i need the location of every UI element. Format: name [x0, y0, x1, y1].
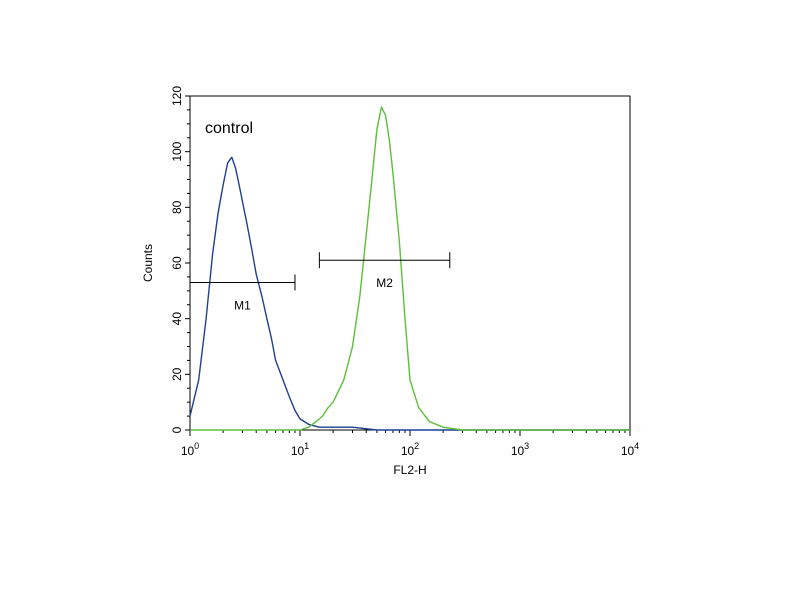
y-tick-label: 0: [170, 426, 184, 433]
y-tick-label: 60: [170, 256, 184, 270]
y-axis-ticks: 0 20 40 60 80 100 120: [170, 86, 190, 433]
y-tick-label: 80: [170, 200, 184, 214]
marker-label: M2: [376, 276, 393, 290]
x-axis-label: FL2-H: [393, 463, 426, 477]
series-layer: [189, 106, 630, 431]
y-tick-label: 100: [170, 141, 184, 161]
x-tick-label: 101: [291, 441, 309, 458]
marker-label: M1: [234, 298, 251, 312]
x-tick-label: 103: [511, 441, 529, 458]
series-line-2: [190, 106, 630, 431]
control-annotation: control: [205, 120, 253, 137]
series-line-1: [189, 156, 630, 431]
y-axis-label: Counts: [141, 244, 155, 282]
y-tick-label: 120: [170, 86, 184, 106]
y-tick-label: 20: [170, 367, 184, 381]
y-tick-label: 40: [170, 312, 184, 326]
x-tick-label: 104: [621, 441, 639, 458]
x-axis-ticks: 100 101 102 103 104: [181, 430, 639, 458]
marker-layer: M1 M2: [189, 252, 451, 312]
x-tick-label: 102: [401, 441, 419, 458]
x-tick-label: 100: [181, 441, 199, 458]
